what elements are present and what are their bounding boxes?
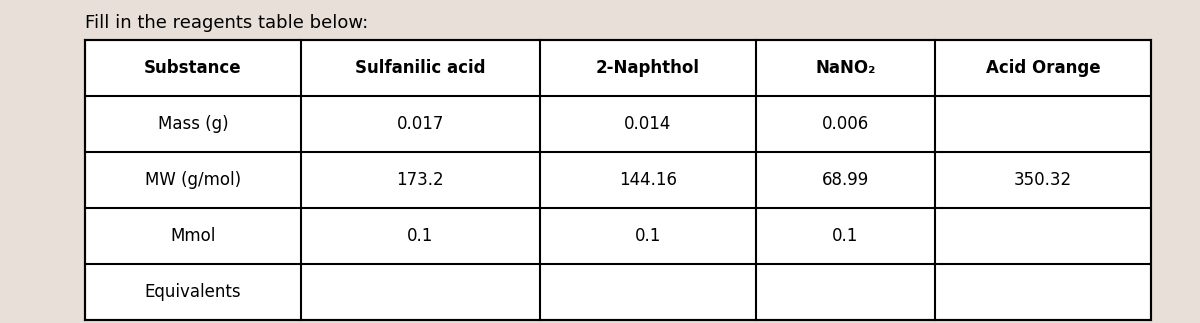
Text: NaNO₂: NaNO₂	[815, 59, 876, 77]
Text: Acid Orange: Acid Orange	[985, 59, 1100, 77]
Text: 350.32: 350.32	[1014, 171, 1072, 189]
Text: 144.16: 144.16	[619, 171, 677, 189]
FancyBboxPatch shape	[85, 40, 1151, 320]
Text: Substance: Substance	[144, 59, 241, 77]
Text: 0.1: 0.1	[635, 227, 661, 245]
Text: 68.99: 68.99	[822, 171, 869, 189]
Text: Fill in the reagents table below:: Fill in the reagents table below:	[85, 14, 368, 32]
Text: 0.006: 0.006	[822, 115, 869, 133]
Text: 0.014: 0.014	[624, 115, 672, 133]
Text: MW (g/mol): MW (g/mol)	[145, 171, 241, 189]
Text: 173.2: 173.2	[397, 171, 444, 189]
Text: Sulfanilic acid: Sulfanilic acid	[355, 59, 486, 77]
Text: 0.017: 0.017	[397, 115, 444, 133]
Text: 0.1: 0.1	[407, 227, 433, 245]
Text: Mass (g): Mass (g)	[157, 115, 228, 133]
Text: Mmol: Mmol	[170, 227, 216, 245]
Text: 2-Naphthol: 2-Naphthol	[596, 59, 700, 77]
Text: Equivalents: Equivalents	[145, 283, 241, 301]
Text: 0.1: 0.1	[833, 227, 859, 245]
